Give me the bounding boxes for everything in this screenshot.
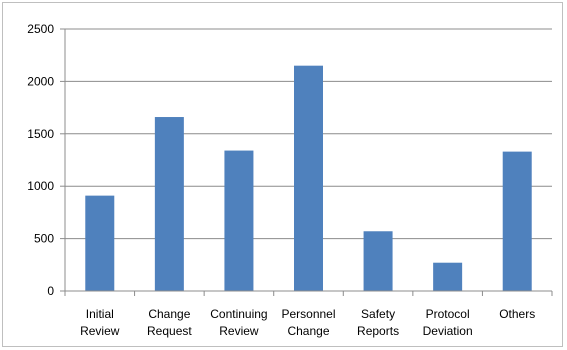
y-tick-label: 500 [34, 232, 54, 246]
x-category-label: Others [499, 307, 535, 321]
axes [60, 28, 553, 296]
x-category-label-line: Others [499, 307, 535, 321]
x-category-label: Safety Reports [357, 307, 399, 338]
x-category-label-line: Change [287, 324, 329, 338]
x-category-label: Continuing Review [210, 307, 267, 338]
x-category-label-line: Review [80, 324, 120, 338]
x-category-label-line: Request [147, 324, 192, 338]
bar [502, 151, 532, 291]
x-category-label: Change Request [147, 307, 192, 338]
x-category-label-line: Review [219, 324, 259, 338]
y-tick-label: 1500 [27, 127, 54, 141]
bar [224, 150, 254, 291]
y-tick-label: 2000 [27, 74, 54, 88]
x-category-label-line: Reports [357, 324, 399, 338]
y-tick-label: 0 [47, 284, 54, 298]
x-category-label-line: Personnel [281, 307, 335, 321]
x-category-label: Personnel Change [281, 307, 335, 338]
x-category-label: Initial Review [80, 307, 120, 338]
bars [85, 65, 532, 292]
bar [294, 65, 323, 292]
y-tick-label: 1000 [27, 179, 54, 193]
x-category-labels: Initial Review Change Request Continuing Revi… [80, 307, 535, 338]
x-category-label-line: Continuing [210, 307, 267, 321]
x-category-label-line: Initial [86, 307, 114, 321]
y-tick-label: 2500 [27, 22, 54, 36]
x-category-label-line: Change [148, 307, 190, 321]
x-category-label: Protocol Deviation [423, 307, 473, 338]
bar [154, 117, 184, 291]
x-category-label-line: Protocol [426, 307, 470, 321]
bar [433, 262, 463, 291]
y-tick-labels: 0 500 1000 1500 2000 2500 [27, 22, 54, 298]
x-category-label-line: Safety [361, 307, 395, 321]
x-category-label-line: Deviation [423, 324, 473, 338]
bar [363, 231, 393, 291]
bar [85, 195, 115, 291]
